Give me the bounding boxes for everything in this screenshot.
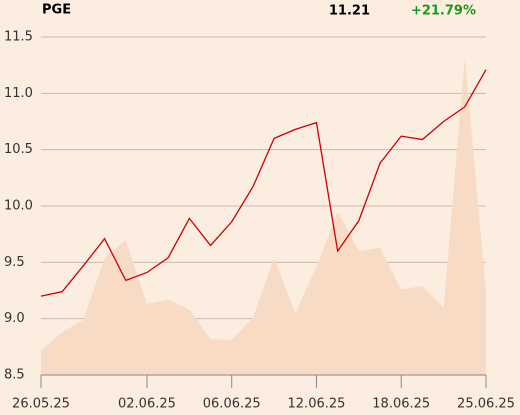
y-tick-label: 9.0 [4,311,25,326]
x-tick-label: 25.06.25 [457,397,515,412]
y-tick-label: 11.0 [4,86,33,101]
price: 11.21 [329,4,370,19]
y-tick-label: 8.5 [4,368,25,383]
y-tick-label: 11.5 [4,30,33,45]
price-line [40,69,487,297]
symbol: PGE [42,3,71,18]
y-tick-label: 9.5 [4,255,25,270]
change: +21.79% [411,4,476,19]
x-tick-label: 02.06.25 [118,397,176,412]
x-tick-label: 12.06.25 [288,397,346,412]
x-tick-label: 06.06.25 [203,397,261,412]
x-tick-label: 26.05.25 [12,397,70,412]
y-tick-label: 10.5 [4,142,33,157]
y-tick-label: 10.0 [4,199,33,214]
x-tick-label: 18.06.25 [372,397,430,412]
volume-area [41,57,486,375]
